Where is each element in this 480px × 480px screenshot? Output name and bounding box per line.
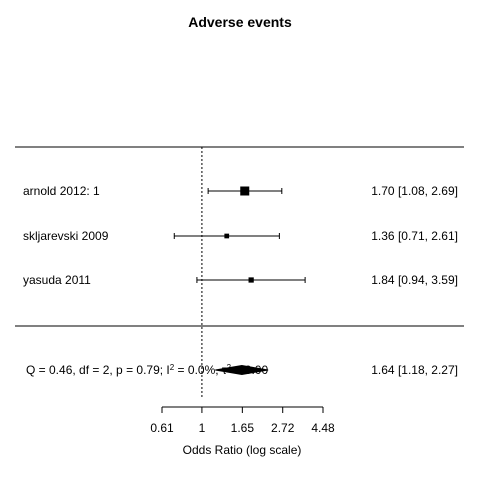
ci-text: 1.70 [1.08, 2.69]	[371, 184, 458, 198]
x-tick-label: 2.72	[271, 421, 295, 435]
study-label: yasuda 2011	[23, 273, 91, 287]
ci-text: 1.36 [0.71, 2.61]	[371, 229, 458, 243]
ci-text: 1.84 [0.94, 3.59]	[371, 273, 458, 287]
x-ticks: 0.61 1 1.65 2.72 4.48	[150, 407, 335, 435]
x-axis: 0.61 1 1.65 2.72 4.48 Odds Ratio (log scale)	[150, 406, 335, 457]
x-tick-label: 1.65	[231, 421, 255, 435]
study-row: skljarevski 2009 1.36 [0.71, 2.61]	[23, 229, 458, 243]
study-row: arnold 2012: 1 1.70 [1.08, 2.69]	[23, 184, 458, 198]
summary-diamond	[215, 364, 269, 376]
chart-title: Adverse events	[188, 14, 292, 30]
x-tick-label: 1	[199, 421, 206, 435]
x-tick-label: 0.61	[150, 421, 174, 435]
x-tick-label: 4.48	[311, 421, 335, 435]
summary-ci-text: 1.64 [1.18, 2.27]	[371, 363, 458, 377]
point-estimate	[240, 186, 250, 196]
point-estimate	[248, 277, 254, 283]
point-estimate	[224, 233, 230, 239]
study-row: yasuda 2011 1.84 [0.94, 3.59]	[23, 273, 458, 287]
study-label: arnold 2012: 1	[23, 184, 100, 198]
summary-row: Q = 0.46, df = 2, p = 0.79; I2 = 0.0%, τ…	[26, 363, 458, 378]
x-axis-label: Odds Ratio (log scale)	[183, 443, 302, 457]
study-label: skljarevski 2009	[23, 229, 109, 243]
study-rows: arnold 2012: 1 1.70 [1.08, 2.69] skljarevs…	[23, 184, 458, 287]
